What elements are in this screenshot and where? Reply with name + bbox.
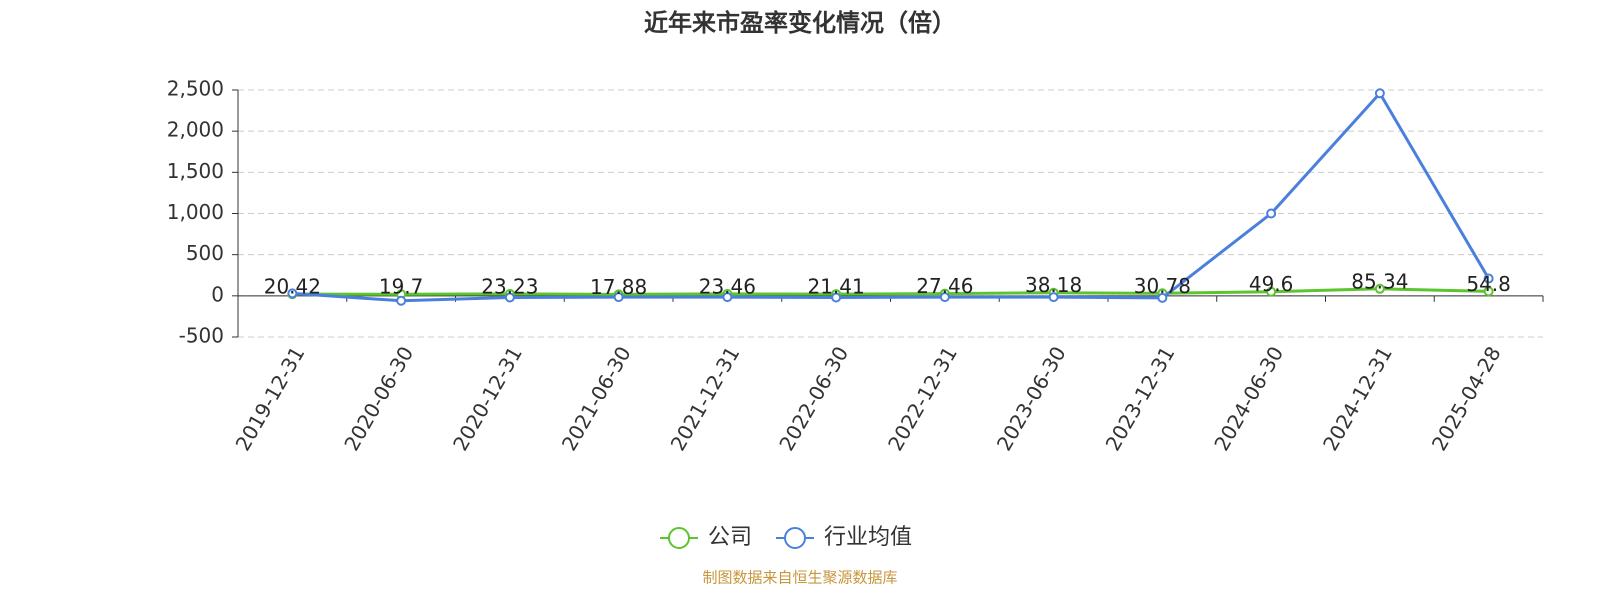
- point: [504, 292, 515, 303]
- data-label: 19.7: [379, 275, 424, 299]
- data-label: 30.78: [1134, 274, 1191, 298]
- point: [1157, 292, 1168, 303]
- point: [831, 292, 842, 303]
- point: [1483, 286, 1494, 297]
- series-line: [292, 287, 1489, 296]
- data-label: 23.23: [481, 274, 538, 298]
- chart-title: 近年来市盈率变化情况（倍）: [644, 9, 956, 37]
- point: [1266, 286, 1277, 297]
- legend-label: 行业均值: [824, 525, 912, 550]
- y-tick-label: 2,500: [167, 77, 224, 101]
- legend-marker: [784, 527, 807, 549]
- legend-item: 公司: [660, 525, 752, 550]
- legend-item: 行业均值: [776, 525, 912, 550]
- data-label: 17.88: [590, 275, 647, 299]
- data-label: 38.18: [1025, 273, 1082, 297]
- y-tick-label: 0: [211, 282, 224, 306]
- legend-marker: [668, 527, 690, 549]
- series-line: [292, 90, 1490, 303]
- x-tick-label: 2023-06-30: [992, 342, 1071, 455]
- source-note: 制图数据来自恒生聚源数据库: [702, 569, 897, 587]
- y-tick-label: -500: [179, 324, 224, 348]
- point: [1048, 292, 1059, 303]
- x-tick-label: 2020-06-30: [339, 342, 418, 455]
- y-tick-label: 2,000: [167, 118, 224, 142]
- data-label: 20.42: [264, 275, 321, 299]
- y-tick-label: 1,000: [167, 200, 224, 224]
- point: [1483, 273, 1494, 284]
- data-label: 49.6: [1249, 272, 1294, 296]
- x-tick-label: 2022-06-30: [774, 342, 853, 455]
- legend-label: 公司: [708, 525, 752, 550]
- data-label: 85.34: [1351, 269, 1408, 293]
- point: [613, 292, 624, 303]
- x-tick-label: 2022-12-31: [883, 342, 962, 455]
- x-tick-label: 2021-12-31: [666, 342, 745, 455]
- x-tick-label: 2021-06-30: [557, 342, 636, 455]
- point: [722, 292, 733, 303]
- point: [1266, 208, 1277, 219]
- x-tick-label: 2019-12-31: [231, 342, 310, 455]
- x-tick-label: 2020-12-31: [448, 342, 527, 455]
- point: [1374, 88, 1385, 99]
- data-label: 21.41: [807, 275, 864, 299]
- x-tick-label: 2023-12-31: [1101, 342, 1180, 455]
- x-tick-label: 2024-12-31: [1318, 342, 1397, 455]
- data-label: 54.8: [1466, 272, 1511, 296]
- data-label: 23.46: [699, 274, 756, 298]
- point: [396, 295, 407, 306]
- point: [1374, 283, 1385, 294]
- x-tick-label: 2025-04-28: [1427, 342, 1506, 455]
- point: [939, 292, 950, 303]
- y-tick-label: 500: [186, 241, 224, 265]
- y-tick-label: 1,500: [167, 159, 224, 183]
- data-label: 27.46: [916, 274, 973, 298]
- point: [287, 288, 298, 299]
- x-tick-label: 2024-06-30: [1209, 342, 1288, 455]
